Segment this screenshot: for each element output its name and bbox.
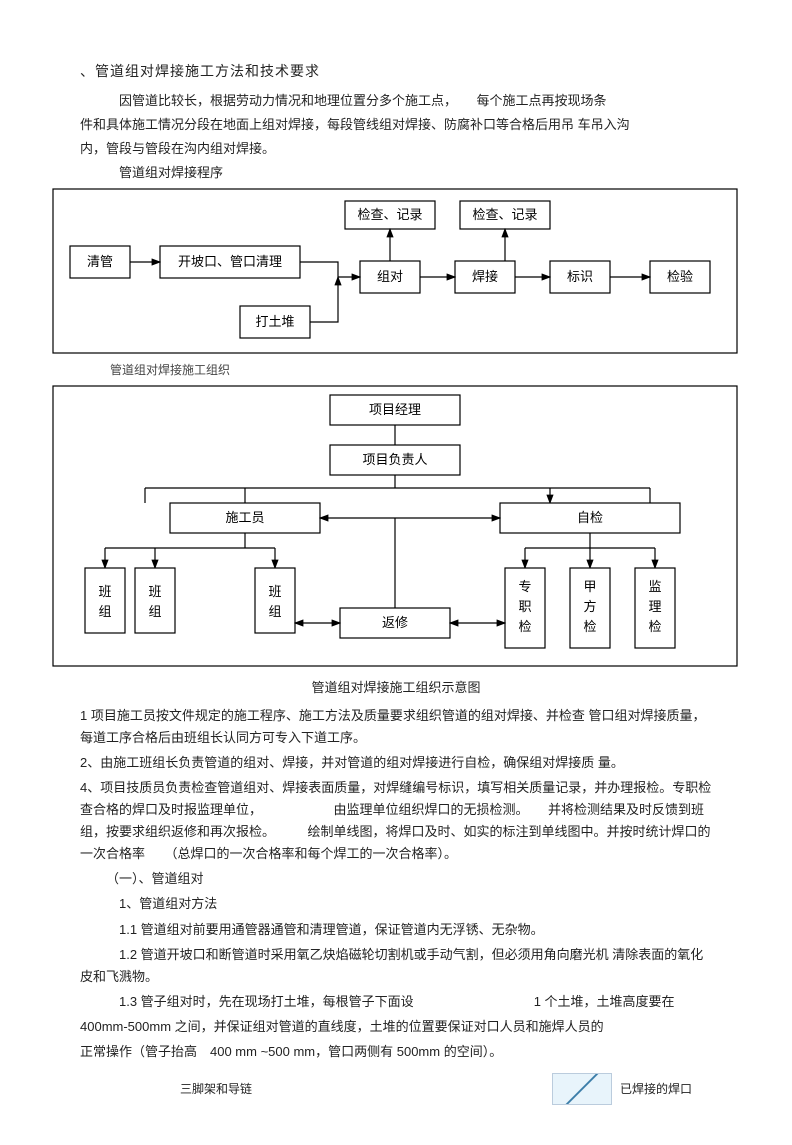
- svg-text:甲: 甲: [583, 579, 596, 594]
- svg-text:监: 监: [648, 579, 661, 594]
- para: 1.1 管道组对前要用通管器通管和清理管道，保证管道内无浮锈、无杂物。: [80, 919, 712, 941]
- node-check2: 检查、记录: [472, 207, 537, 222]
- node-banzu1: 班: [98, 584, 111, 599]
- svg-text:组: 组: [98, 604, 111, 619]
- node-zudui: 组对: [377, 269, 403, 284]
- svg-text:专: 专: [518, 579, 531, 594]
- node-zijian: 自检: [577, 510, 603, 525]
- footer-row: 三脚架和导链 已焊接的焊口: [80, 1073, 712, 1105]
- intro-line: 因管道比较长，根据劳动力情况和地理位置分多个施工点， 每个施工点再按现场条: [80, 90, 712, 112]
- org-label: 管道组对焊接施工组织: [110, 360, 712, 380]
- node-leader: 项目负责人: [362, 452, 427, 467]
- para: 4、项目技质员负责检查管道组对、焊接表面质量，对焊缝编号标识，填写相关质量记录，…: [80, 777, 712, 865]
- svg-text:检: 检: [583, 619, 596, 634]
- para: 1 项目施工员按文件规定的施工程序、施工方法及质量要求组织管道的组对焊接、并检查…: [80, 705, 712, 749]
- node-datudui: 打土堆: [255, 314, 294, 329]
- node-check1: 检查、记录: [357, 207, 422, 222]
- node-kaipo: 开坡口、管口清理: [178, 254, 282, 269]
- svg-text:理: 理: [648, 599, 661, 614]
- svg-text:方: 方: [583, 599, 596, 614]
- intro-line: 内，管段与管段在沟内组对焊接。: [80, 138, 712, 160]
- svg-text:检: 检: [518, 619, 531, 634]
- para: 1.3 管子组对时，先在现场打土堆，每根管子下面设1 个土堆，土堆高度要在: [80, 991, 712, 1013]
- para: 1、管道组对方法: [80, 893, 712, 915]
- para: 2、由施工班组长负责管道的组对、焊接，并对管道的组对焊接进行自检，确保组对焊接质…: [80, 752, 712, 774]
- node-biaoshi: 标识: [567, 269, 593, 284]
- body-text: 1 项目施工员按文件规定的施工程序、施工方法及质量要求组织管道的组对焊接、并检查…: [80, 705, 712, 1063]
- node-jianyan: 检验: [667, 269, 693, 284]
- para: 正常操作（管子抬高 400 mm ~500 mm，管口两侧有 500mm 的空间…: [80, 1041, 712, 1063]
- page-title: 、管道组对焊接施工方法和技术要求: [80, 60, 712, 84]
- foot-right: 已焊接的焊口: [620, 1079, 692, 1099]
- intro-line: 件和具体施工情况分段在地面上组对焊接，每段管线组对焊接、防腐补口等合格后用吊 车…: [80, 114, 712, 136]
- para: 1.2 管道开坡口和断管道时采用氧乙炔焰磁轮切割机或手动气割，但必须用角向磨光机…: [80, 944, 712, 988]
- svg-text:组: 组: [148, 604, 161, 619]
- org-caption: 管道组对焊接施工组织示意图: [80, 677, 712, 699]
- node-hanjie: 焊接: [472, 269, 498, 284]
- intro-line: 管道组对焊接程序: [80, 162, 712, 184]
- weld-icon: [552, 1073, 612, 1105]
- node-banzu2: 班: [148, 584, 161, 599]
- node-qingguan: 清管: [87, 254, 113, 269]
- svg-text:职: 职: [518, 599, 531, 614]
- svg-text:检: 检: [648, 619, 661, 634]
- process-flowchart: 检查、记录 检查、记录 清管 开坡口、管口清理 组对 焊接 标识 检验 打土堆: [50, 186, 742, 356]
- para: 400mm-500mm 之间，并保证组对管道的直线度，土堆的位置要保证对口人员和…: [80, 1016, 712, 1038]
- node-fanxiu: 返修: [382, 615, 408, 630]
- org-chart: 项目经理 项目负责人 施工员 自检 班组 班组 班组 专职检 甲方检 监理检: [50, 383, 742, 673]
- svg-text:组: 组: [268, 604, 281, 619]
- node-pm: 项目经理: [369, 402, 421, 417]
- para: （一）、管道组对: [80, 868, 712, 890]
- foot-left: 三脚架和导链: [180, 1079, 252, 1099]
- node-banzu3: 班: [268, 584, 281, 599]
- node-sgy: 施工员: [225, 510, 264, 525]
